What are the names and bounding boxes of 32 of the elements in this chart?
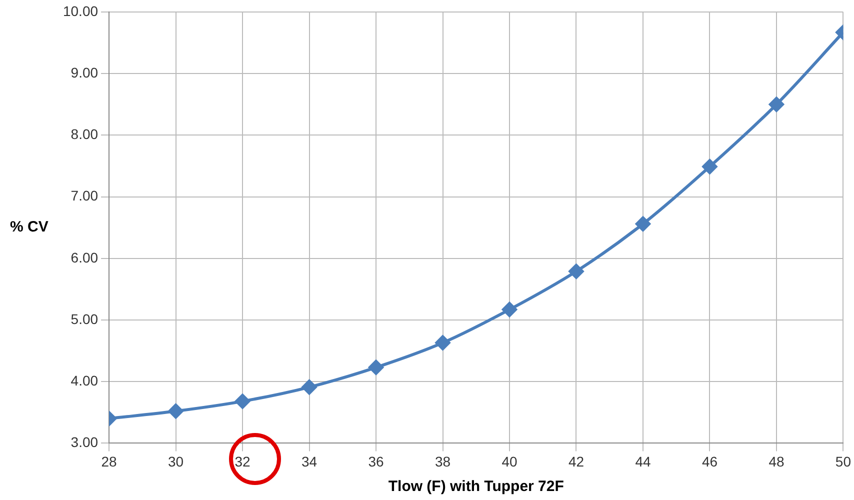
y-tick-label: 5.00 bbox=[70, 310, 98, 327]
x-tick-label: 46 bbox=[702, 453, 718, 470]
x-tick-label: 44 bbox=[635, 453, 651, 470]
x-axis-title: Tlow (F) with Tupper 72F bbox=[388, 478, 564, 496]
x-tick-label: 30 bbox=[168, 453, 184, 470]
point bbox=[168, 404, 184, 419]
y-tick-label: 8.00 bbox=[70, 126, 98, 142]
y-tick-label: 3.00 bbox=[70, 434, 98, 450]
y-tick-label: 4.00 bbox=[70, 372, 98, 388]
x-tick-label: 48 bbox=[768, 453, 784, 470]
point bbox=[768, 96, 784, 112]
y-tick-label: 9.00 bbox=[70, 64, 98, 80]
x-tick-label: 36 bbox=[368, 453, 384, 470]
x-tick-label: 42 bbox=[568, 453, 584, 470]
x-tick-label: 38 bbox=[434, 453, 451, 470]
point bbox=[435, 335, 450, 350]
point bbox=[635, 216, 650, 232]
point bbox=[302, 380, 317, 395]
y-axis-title: % CV bbox=[10, 218, 48, 236]
x-tick-label: 34 bbox=[301, 453, 318, 470]
y-tick-label: 10.00 bbox=[62, 2, 98, 19]
point bbox=[702, 159, 718, 174]
x-tick-label: 50 bbox=[835, 453, 852, 470]
point bbox=[568, 264, 584, 279]
y-tick-label: 6.00 bbox=[70, 249, 98, 266]
x-tick-label: 28 bbox=[101, 453, 118, 470]
point bbox=[235, 394, 250, 409]
point bbox=[368, 360, 384, 375]
point bbox=[502, 302, 517, 318]
y-tick-label: 7.00 bbox=[70, 188, 98, 204]
x-tick-label: 32 bbox=[234, 453, 251, 470]
x-tick-label: 40 bbox=[502, 453, 518, 470]
